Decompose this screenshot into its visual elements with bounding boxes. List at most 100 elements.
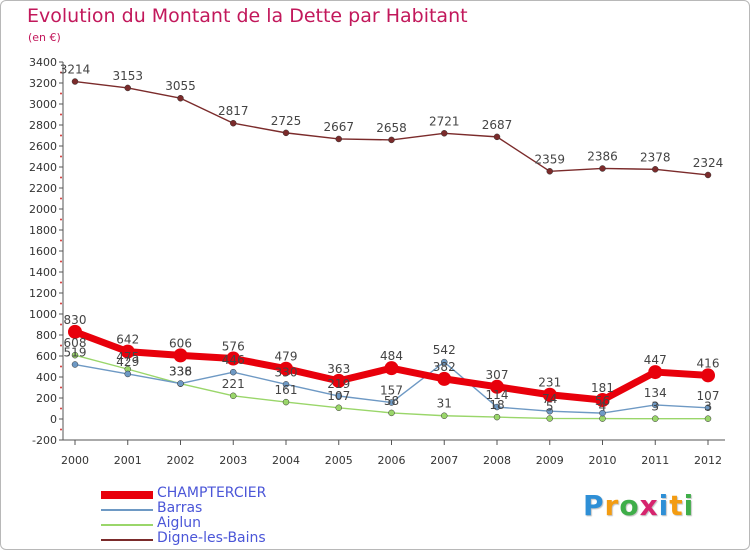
data-label-aiglun: 475: [116, 350, 139, 364]
y-tick-label: 3400: [29, 56, 57, 69]
data-label-barras: 219: [327, 377, 350, 391]
data-point-aiglun: [71, 351, 79, 359]
data-point-champtercier: [68, 324, 82, 339]
data-point-digne-les-bains: [177, 94, 184, 102]
series-layer: [68, 78, 715, 422]
legend-swatch: [101, 524, 153, 526]
data-label-aiglun: 18: [489, 398, 504, 412]
data-point-barras: [441, 358, 448, 366]
data-label-champtercier: 642: [116, 333, 139, 347]
data-label-champtercier: 382: [433, 360, 456, 374]
legend-label: Aiglun: [157, 515, 201, 531]
data-point-aiglun: [704, 415, 712, 422]
x-tick-label: 2008: [483, 454, 511, 467]
data-label-champtercier: 416: [697, 356, 720, 370]
data-label-digne-les-bains: 2817: [218, 104, 249, 118]
data-label-barras: 157: [380, 384, 403, 398]
data-label-digne-les-bains: 3055: [165, 79, 196, 93]
y-minor-tick: [60, 92, 62, 95]
y-minor-tick: [60, 428, 62, 431]
data-point-barras: [282, 381, 290, 388]
x-tick-label: 2000: [61, 454, 89, 467]
data-point-digne-les-bains: [704, 171, 712, 179]
y-minor-tick: [60, 302, 62, 305]
data-point-barras: [124, 370, 131, 378]
logo-letter: i: [658, 489, 670, 522]
legend-swatch: [101, 539, 153, 541]
y-minor-tick: [60, 113, 62, 116]
data-label-aiglun: 161: [275, 383, 298, 397]
data-point-aiglun: [493, 413, 501, 421]
data-label-barras: 446: [222, 353, 245, 367]
data-point-champtercier: [701, 368, 715, 383]
x-tick-label: 2009: [536, 454, 564, 467]
data-point-barras: [546, 407, 553, 415]
data-point-aiglun: [546, 415, 553, 422]
data-label-champtercier: 576: [222, 340, 245, 354]
data-point-digne-les-bains: [599, 165, 606, 172]
logo-letter: t: [669, 489, 684, 522]
data-point-digne-les-bains: [546, 168, 553, 175]
y-tick-label: 200: [36, 392, 57, 405]
y-minor-tick: [60, 176, 62, 179]
data-point-aiglun: [335, 404, 342, 412]
data-label-aiglun: 221: [222, 377, 245, 391]
data-label-barras: 338: [169, 365, 192, 379]
y-tick-label: 3000: [29, 98, 57, 111]
y-minor-tick: [60, 260, 62, 263]
data-label-barras: 74: [542, 392, 557, 406]
y-minor-tick: [60, 365, 62, 368]
chart-title: Evolution du Montant de la Dette par Hab…: [27, 5, 468, 27]
data-label-barras: 56: [595, 394, 610, 408]
data-label-champtercier: 484: [380, 349, 403, 363]
data-label-champtercier: 181: [591, 381, 614, 395]
data-point-digne-les-bains: [493, 133, 501, 141]
y-minor-tick: [60, 71, 62, 74]
data-label-aiglun: 31: [437, 397, 452, 411]
data-point-champtercier: [384, 361, 399, 376]
data-point-aiglun: [441, 412, 448, 419]
x-tick-label: 2007: [430, 454, 458, 467]
data-label-barras: 134: [644, 386, 667, 400]
data-label-digne-les-bains: 3214: [60, 63, 91, 77]
logo-letter: r: [604, 489, 620, 522]
data-label-aiglun: 58: [384, 394, 399, 408]
data-label-digne-les-bains: 2725: [271, 114, 302, 128]
x-tick-label: 2005: [325, 454, 353, 467]
y-minor-tick: [60, 407, 62, 410]
data-label-digne-les-bains: 2687: [482, 118, 513, 132]
chart-subtitle: (en €): [28, 31, 61, 44]
data-label-champtercier: 307: [486, 368, 509, 382]
data-label-aiglun: 5: [546, 399, 554, 413]
data-label-digne-les-bains: 2658: [376, 121, 407, 135]
data-point-digne-les-bains: [388, 136, 395, 144]
y-tick-label: 2800: [29, 119, 57, 132]
y-tick-label: 3200: [29, 77, 57, 90]
data-label-barras: 107: [697, 389, 720, 403]
data-label-digne-les-bains: 2386: [587, 149, 618, 163]
y-tick-label: 0: [50, 413, 57, 426]
x-tick-label: 2006: [378, 454, 406, 467]
y-tick-label: 1400: [29, 266, 57, 279]
data-label-aiglun: 3: [651, 400, 659, 414]
legend-swatch: [101, 491, 153, 499]
logo-letter: i: [683, 489, 695, 522]
data-point-barras: [652, 401, 659, 409]
data-point-barras: [388, 399, 395, 406]
proxiti-logo: Proxiti: [583, 489, 694, 522]
data-label-champtercier: 363: [327, 362, 350, 376]
data-label-digne-les-bains: 2359: [534, 152, 565, 166]
data-label-champtercier: 479: [275, 350, 298, 364]
data-label-champtercier: 830: [64, 313, 87, 327]
data-point-barras: [335, 392, 342, 400]
x-tick-label: 2010: [589, 454, 617, 467]
y-minor-tick: [60, 134, 62, 137]
data-label-digne-les-bains: 3153: [112, 69, 143, 83]
data-point-champtercier: [279, 361, 293, 376]
data-label-barras: 114: [486, 388, 509, 402]
data-label-aiglun: 608: [64, 336, 87, 350]
data-label-digne-les-bains: 2324: [693, 156, 724, 170]
data-point-digne-les-bains: [71, 78, 79, 85]
data-label-barras: 429: [116, 355, 139, 369]
